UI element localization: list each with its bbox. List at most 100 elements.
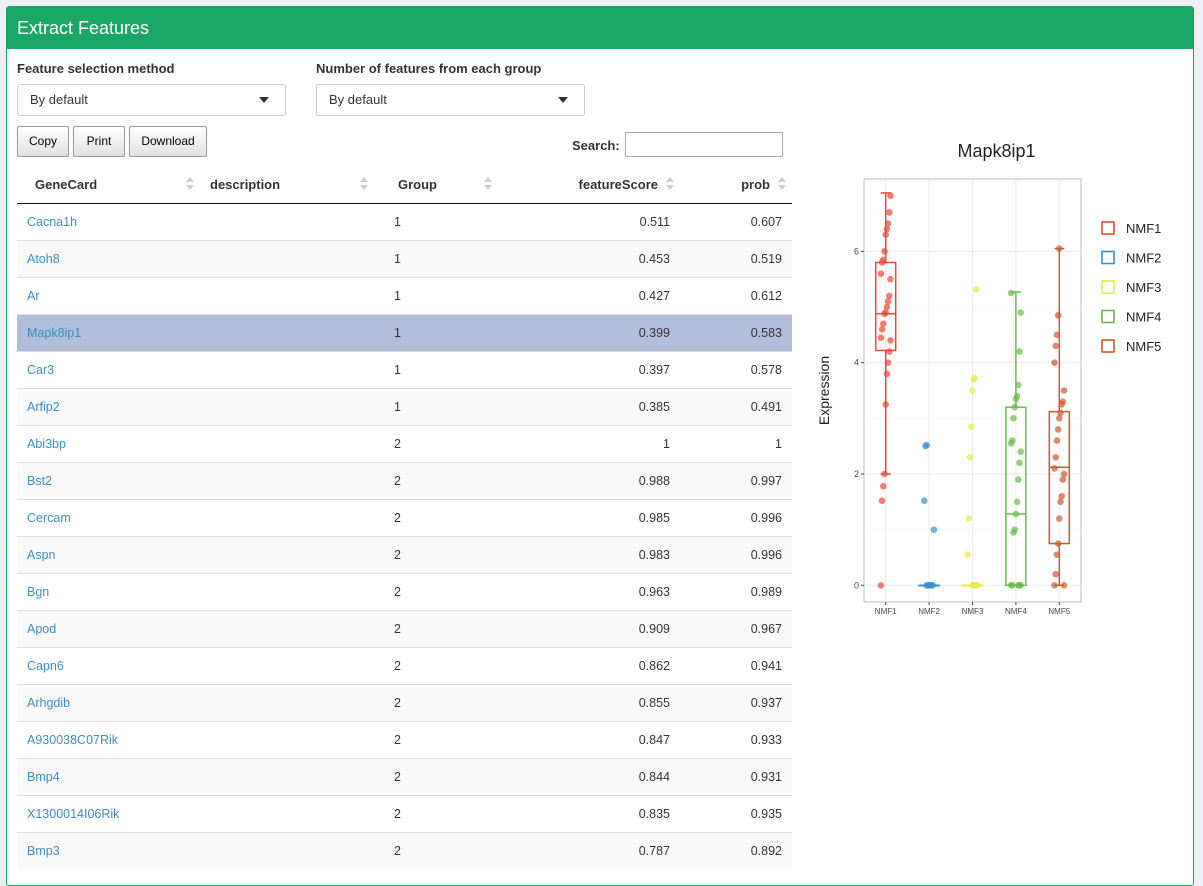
data-point — [1054, 312, 1062, 319]
column-header-group[interactable]: Group — [374, 165, 498, 204]
data-point — [883, 303, 891, 311]
genecard-link[interactable]: Cacna1h — [17, 203, 200, 241]
genecard-link[interactable]: Car3 — [17, 351, 200, 389]
data-point — [881, 248, 888, 255]
genecard-link[interactable]: Abi3bp — [17, 425, 200, 463]
number-of-features-select[interactable]: By default — [316, 84, 585, 116]
genecard-link[interactable]: Cercam — [17, 499, 200, 537]
genecard-link[interactable]: Bmp3 — [17, 832, 200, 869]
table-row[interactable]: Cercam 2 0.985 0.996 — [17, 499, 792, 537]
table-row[interactable]: Capn6 2 0.862 0.941 — [17, 647, 792, 685]
column-header-description[interactable]: description — [200, 165, 374, 204]
legend-label: NMF2 — [1126, 251, 1161, 266]
description-cell — [200, 425, 374, 463]
data-point — [1016, 459, 1023, 467]
legend-key — [1101, 221, 1115, 235]
table-row[interactable]: Car3 1 0.397 0.578 — [17, 351, 792, 389]
group-cell: 2 — [374, 758, 498, 796]
boxplot-svg: Mapk8ip1 Expression 0 2 4 6 NMF1 NMF2 NMF3 NMF4 NM… — [816, 141, 1161, 616]
table-row[interactable]: Atoh8 1 0.453 0.519 — [17, 240, 792, 278]
data-point — [1054, 540, 1062, 547]
genecard-link[interactable]: Atoh8 — [17, 240, 200, 278]
prob-cell: 0.491 — [680, 388, 792, 426]
group-cell: 1 — [374, 277, 498, 315]
data-point — [966, 453, 974, 461]
legend-key — [1101, 339, 1115, 353]
data-point — [887, 275, 894, 283]
table-row[interactable]: Ar 1 0.427 0.612 — [17, 277, 792, 315]
download-button[interactable]: Download — [129, 126, 207, 157]
table-row[interactable]: Cacna1h 1 0.511 0.607 — [17, 203, 792, 241]
genecard-link[interactable]: Arfip2 — [17, 388, 200, 426]
featurescore-cell: 0.862 — [498, 647, 680, 685]
table-row[interactable]: Apod 2 0.909 0.967 — [17, 610, 792, 648]
table-row[interactable]: Bgn 2 0.963 0.989 — [17, 573, 792, 611]
data-point — [1059, 398, 1067, 405]
featurescore-cell: 0.385 — [498, 388, 680, 426]
data-point — [1013, 498, 1021, 506]
group-cell: 1 — [374, 314, 498, 352]
sort-icon — [666, 177, 674, 191]
data-point — [921, 497, 928, 505]
expression-boxplot: Mapk8ip1 Expression 0 2 4 6 NMF1 NMF2 NMF3 NMF4 NM… — [800, 125, 1185, 625]
y-tick-label: 4 — [854, 358, 859, 368]
data-point — [882, 231, 889, 238]
table-row[interactable]: A930038C07Rik 2 0.847 0.933 — [17, 721, 792, 759]
chart-title: Mapk8ip1 — [957, 141, 1035, 161]
genecard-link[interactable]: A930038C07Rik — [17, 721, 200, 759]
group-cell: 1 — [374, 240, 498, 278]
data-point — [882, 309, 889, 316]
box-nmf1 — [874, 261, 897, 352]
data-point — [1011, 526, 1018, 533]
data-point — [884, 359, 892, 366]
genecard-link[interactable]: Apod — [17, 610, 200, 648]
genecard-link[interactable]: Bgn — [17, 573, 200, 611]
description-cell — [200, 647, 374, 685]
table-row[interactable]: Abi3bp 2 1 1 — [17, 425, 792, 463]
data-point — [887, 192, 894, 199]
table-row[interactable]: Bmp4 2 0.844 0.931 — [17, 758, 792, 796]
data-point — [1053, 551, 1061, 558]
genecard-link[interactable]: Aspn — [17, 536, 200, 574]
features-table: GeneCard description Group featureScore … — [17, 165, 792, 869]
genecard-link[interactable]: X1300014I06Rik — [17, 795, 200, 833]
feature-selection-method-select[interactable]: By default — [17, 84, 286, 116]
data-point — [883, 370, 891, 378]
column-header-genecard[interactable]: GeneCard — [17, 165, 200, 204]
table-row[interactable]: Aspn 2 0.983 0.996 — [17, 536, 792, 574]
print-button[interactable]: Print — [73, 126, 125, 157]
prob-cell: 0.892 — [680, 832, 792, 869]
table-row[interactable]: X1300014I06Rik 2 0.835 0.935 — [17, 795, 792, 833]
table-row[interactable]: Bmp3 2 0.787 0.892 — [17, 832, 792, 869]
genecard-link[interactable]: Bst2 — [17, 462, 200, 500]
data-point — [880, 320, 887, 328]
data-point — [878, 325, 886, 333]
data-point — [1056, 245, 1063, 252]
featurescore-cell: 0.855 — [498, 684, 680, 722]
table-row[interactable]: Arhgdib 2 0.855 0.937 — [17, 684, 792, 722]
table-row[interactable]: Arfip2 1 0.385 0.491 — [17, 388, 792, 426]
genecard-link[interactable]: Capn6 — [17, 647, 200, 685]
prob-cell: 0.996 — [680, 536, 792, 574]
genecard-link[interactable]: Arhgdib — [17, 684, 200, 722]
description-cell — [200, 240, 374, 278]
search-input[interactable] — [625, 132, 783, 157]
data-point — [1057, 409, 1064, 417]
data-point — [1010, 415, 1017, 422]
prob-cell: 0.612 — [680, 277, 792, 315]
data-point — [1056, 515, 1063, 522]
table-row[interactable]: Bst2 2 0.988 0.997 — [17, 462, 792, 500]
legend-key — [1101, 280, 1115, 294]
prob-cell: 0.583 — [680, 314, 792, 352]
genecard-link[interactable]: Bmp4 — [17, 758, 200, 796]
data-point — [974, 582, 981, 589]
number-of-features-value: By default — [329, 92, 387, 107]
genecard-link[interactable]: Ar — [17, 277, 200, 315]
column-header-featurescore[interactable]: featureScore — [498, 165, 680, 204]
table-row[interactable]: Mapk8ip1 1 0.399 0.583 — [17, 314, 792, 352]
column-header-prob[interactable]: prob — [680, 165, 792, 204]
genecard-link[interactable]: Mapk8ip1 — [17, 314, 200, 352]
data-point — [968, 423, 975, 430]
copy-button[interactable]: Copy — [17, 126, 69, 157]
description-cell — [200, 758, 374, 796]
